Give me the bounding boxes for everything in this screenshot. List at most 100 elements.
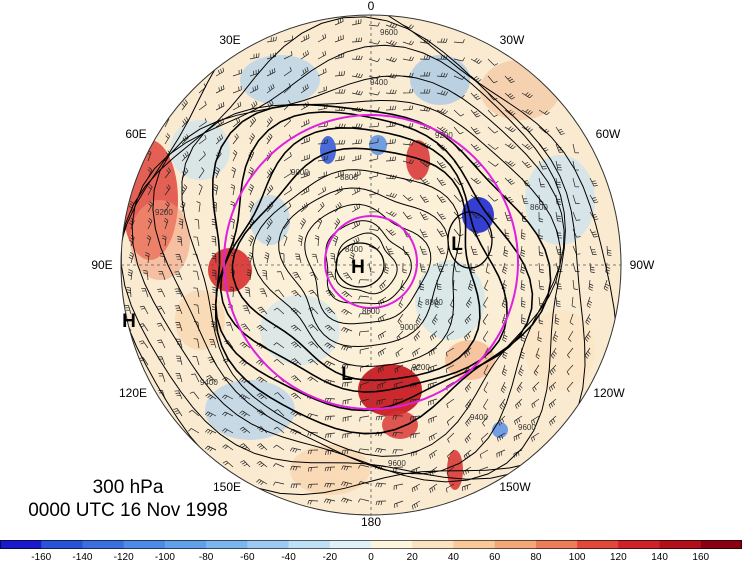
- wind-barb: [550, 347, 557, 359]
- wind-barb: [266, 99, 274, 111]
- wind-barb: [487, 58, 498, 66]
- wind-barb: [375, 482, 387, 488]
- wind-barb: [419, 160, 431, 167]
- wind-barb: [429, 466, 438, 477]
- wind-barb: [280, 252, 285, 263]
- colorbar-box: [659, 540, 702, 549]
- wind-barb: [384, 262, 390, 274]
- wind-barb: [428, 364, 438, 372]
- wind-barb: [537, 330, 542, 342]
- anomaly-patch: [447, 450, 463, 490]
- wind-barb: [194, 218, 200, 230]
- wind-barb: [520, 228, 526, 240]
- contour-label: 9200: [155, 208, 173, 217]
- wind-barb: [402, 56, 414, 62]
- wind-barb: [205, 428, 217, 435]
- wind-barb: [290, 392, 302, 400]
- wind-barb: [249, 69, 259, 77]
- wind-barb: [222, 460, 234, 468]
- wind-barb: [429, 483, 438, 494]
- wind-barb: [266, 184, 274, 196]
- wind-barb: [453, 109, 465, 117]
- pressure-level-title: 300 hPa: [92, 477, 164, 498]
- wind-barb: [174, 288, 183, 298]
- wind-barb: [377, 364, 387, 374]
- wind-barb: [428, 347, 438, 357]
- wind-barb: [402, 262, 407, 274]
- wind-barb: [428, 415, 438, 424]
- wind-barb: [504, 92, 516, 100]
- wind-barb: [300, 119, 310, 128]
- wind-barb: [417, 296, 423, 308]
- colorbar-tick-label: -40: [281, 552, 296, 561]
- lon-label-180: 180: [361, 515, 381, 529]
- wind-barb: [198, 100, 207, 111]
- wind-barb: [248, 201, 255, 213]
- wind-barb: [290, 428, 302, 435]
- wind-barb: [300, 50, 309, 60]
- wind-barb: [589, 177, 598, 187]
- wind-barb: [341, 465, 353, 471]
- wind-barb: [572, 245, 581, 255]
- wind-barb: [385, 56, 397, 63]
- wind-barb: [482, 313, 489, 325]
- wind-barb: [215, 118, 224, 128]
- wind-barb: [342, 415, 353, 422]
- wind-barb: [351, 154, 362, 162]
- wind-barb: [307, 500, 319, 505]
- wind-barb: [273, 359, 285, 366]
- wind-barb: [239, 341, 251, 349]
- wind-barb: [266, 218, 273, 230]
- colorbar-box: [412, 540, 454, 549]
- wind-barb: [340, 481, 353, 487]
- wind-barb: [603, 279, 610, 291]
- wind-barb: [504, 160, 516, 167]
- wind-barb: [496, 432, 506, 442]
- wind-barb: [419, 194, 430, 203]
- wind-barb: [520, 245, 526, 257]
- wind-barb: [273, 481, 285, 486]
- wind-barb: [246, 269, 252, 281]
- wind-barb: [334, 155, 345, 162]
- wind-barb: [351, 55, 363, 61]
- wind-barb: [225, 322, 234, 332]
- anomaly-patch: [205, 380, 295, 440]
- colorbar-tick-label: -20: [323, 552, 338, 561]
- wind-barb: [222, 394, 234, 400]
- colorbar-tick-label: 0: [368, 552, 374, 561]
- wind-barb: [334, 170, 344, 179]
- wind-barb: [470, 228, 480, 237]
- wind-barb: [215, 67, 225, 77]
- wind-barb: [181, 134, 189, 145]
- wind-barb: [205, 393, 217, 400]
- wind-barb: [290, 465, 302, 471]
- wind-barb: [368, 22, 380, 27]
- contour-label: 9000: [291, 168, 309, 177]
- colorbar-box: [700, 540, 742, 549]
- wind-barb: [206, 375, 217, 383]
- wind-barb: [283, 51, 293, 60]
- wind-barb: [222, 411, 234, 417]
- wind-barb: [379, 279, 387, 290]
- colorbar-tick-label: 120: [610, 552, 627, 561]
- wind-barb: [499, 398, 506, 410]
- colorbar-box: [288, 540, 331, 549]
- wind-barb: [358, 295, 370, 300]
- wind-barb: [147, 201, 153, 213]
- wind-barb: [446, 466, 455, 477]
- lon-label-60w: 60W: [596, 127, 621, 141]
- wind-barb: [283, 186, 292, 196]
- wind-barb: [392, 431, 404, 437]
- wind-barb: [396, 330, 404, 342]
- wind-barb: [521, 160, 532, 169]
- wind-barb: [265, 235, 272, 247]
- height-contour: [335, 242, 385, 288]
- wind-barb: [157, 339, 166, 349]
- wind-barb: [283, 66, 292, 77]
- wind-barb: [349, 251, 355, 264]
- wind-barb: [351, 170, 361, 179]
- wind-barb: [222, 444, 234, 451]
- wind-barb: [504, 109, 516, 116]
- wind-barb: [521, 296, 526, 308]
- wind-barb: [145, 252, 150, 264]
